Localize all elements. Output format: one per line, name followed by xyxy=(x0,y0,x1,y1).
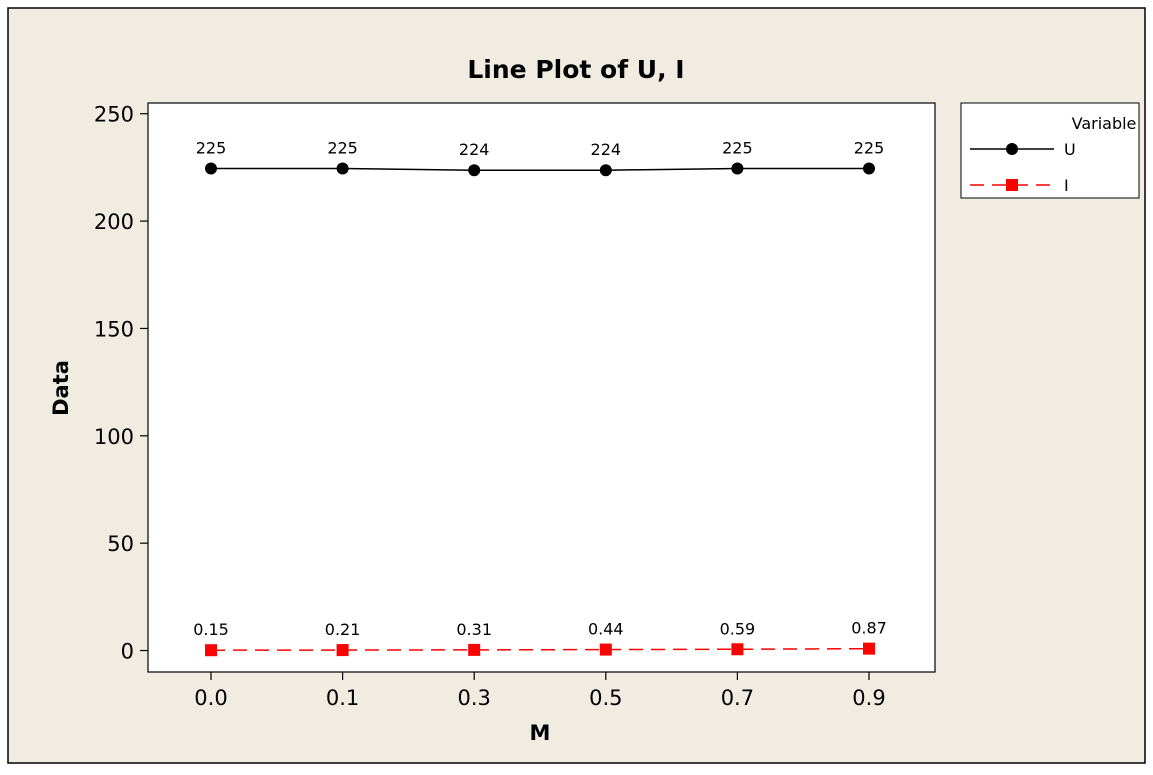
legend-title: Variable xyxy=(1072,114,1137,133)
y-tick-label: 50 xyxy=(107,532,134,556)
legend-marker xyxy=(1006,179,1018,191)
data-point xyxy=(599,164,612,177)
data-point xyxy=(863,642,875,655)
y-tick-label: 250 xyxy=(94,103,134,127)
legend-label: U xyxy=(1064,140,1076,159)
y-tick-label: 100 xyxy=(94,425,134,449)
data-label: 0.44 xyxy=(588,620,624,639)
data-point xyxy=(468,643,481,656)
data-label: 225 xyxy=(854,138,885,157)
series-I: 0.15 0.21 0.31 0.44 0.59 0.87 xyxy=(193,619,887,657)
data-label: 224 xyxy=(459,140,490,159)
data-point xyxy=(731,162,744,175)
legend: Variable UI xyxy=(960,102,1140,199)
y-tick-label: 150 xyxy=(94,317,134,341)
x-tick-label: 0.9 xyxy=(852,686,885,710)
y-axis: 0 50 100 150 200 250 xyxy=(94,103,148,664)
x-tick-label: 0.1 xyxy=(326,686,359,710)
x-tick-label: 0.7 xyxy=(721,686,754,710)
y-axis-label: Data xyxy=(49,360,73,416)
plot-area xyxy=(147,102,936,673)
legend-entries: UI xyxy=(970,140,1076,195)
x-tick-label: 0.5 xyxy=(589,686,622,710)
data-point xyxy=(205,644,217,657)
legend-marker xyxy=(1006,143,1018,155)
data-label: 0.59 xyxy=(720,619,756,638)
data-label: 0.21 xyxy=(325,620,361,639)
x-axis: 0.0 0.1 0.3 0.5 0.7 0.9 xyxy=(194,672,886,710)
data-label: 225 xyxy=(196,138,227,157)
y-tick-label: 0 xyxy=(121,640,134,664)
chart-title: Line Plot of U, I xyxy=(467,55,684,84)
data-point xyxy=(336,644,349,657)
data-label: 225 xyxy=(327,138,358,157)
y-tick-label: 200 xyxy=(94,210,134,234)
x-tick-label: 0.3 xyxy=(457,686,490,710)
legend-entry-I: I xyxy=(970,176,1069,195)
legend-label: I xyxy=(1064,176,1069,195)
data-label: 225 xyxy=(722,138,753,157)
data-point xyxy=(731,643,744,656)
data-point xyxy=(599,643,612,656)
x-axis-label: M xyxy=(530,721,551,745)
series-line-U xyxy=(211,167,869,171)
x-tick-label: 0.0 xyxy=(194,686,227,710)
data-point xyxy=(336,162,349,175)
data-point xyxy=(863,162,875,175)
legend-entry-U: U xyxy=(970,140,1076,159)
legend-box xyxy=(960,102,1140,199)
series-U: 225 225 224 224 225 225 xyxy=(196,138,885,177)
data-label: 0.15 xyxy=(193,620,229,639)
data-point xyxy=(205,162,217,175)
data-label: 0.87 xyxy=(851,619,887,638)
data-point xyxy=(468,164,481,177)
data-label: 224 xyxy=(591,140,622,159)
data-label: 0.31 xyxy=(456,620,492,639)
